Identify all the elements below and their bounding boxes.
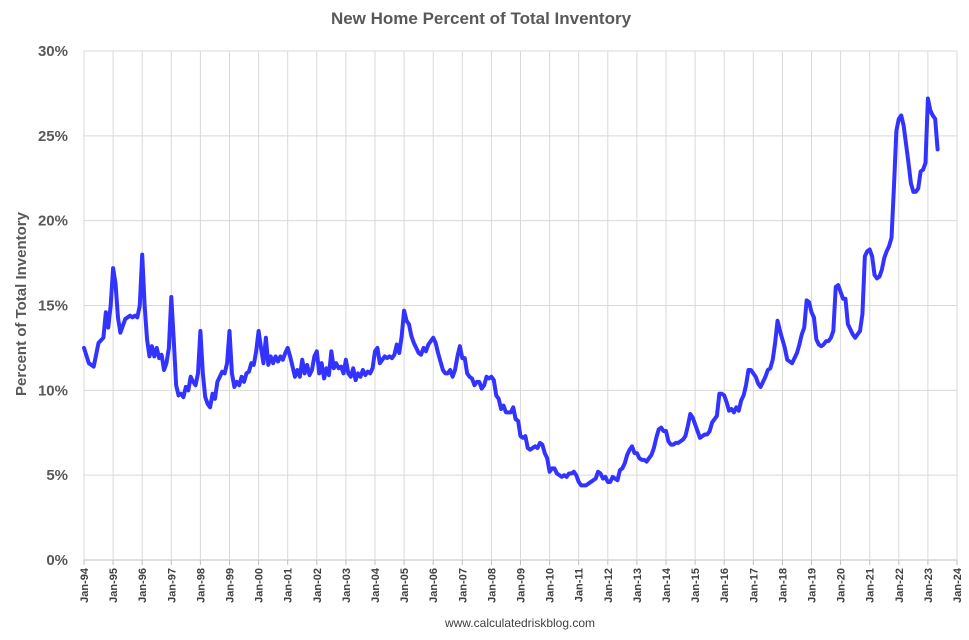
x-tick-label: Jan-12 — [603, 568, 615, 603]
x-tick-label: Jan-98 — [195, 568, 207, 603]
x-tick-label: Jan-18 — [777, 568, 789, 603]
x-tick-label: Jan-09 — [516, 568, 528, 603]
x-tick-label: Jan-06 — [428, 568, 440, 603]
y-tick-label: 20% — [38, 213, 68, 230]
y-tick-label: 0% — [46, 552, 68, 569]
chart-title: New Home Percent of Total Inventory — [331, 9, 632, 28]
x-tick-label: Jan-97 — [166, 568, 178, 603]
x-tick-label: Jan-10 — [545, 568, 557, 603]
y-tick-label: 30% — [38, 43, 68, 60]
y-axis-label: Percent of Total Inventory — [13, 211, 30, 396]
x-tick-label: Jan-22 — [894, 568, 906, 603]
y-tick-label: 15% — [38, 298, 68, 315]
x-tick-label: Jan-16 — [719, 568, 731, 603]
x-tick-label: Jan-03 — [341, 568, 353, 603]
y-tick-label: 25% — [38, 128, 68, 145]
x-tick-label: Jan-96 — [137, 568, 149, 603]
x-tick-label: Jan-07 — [457, 568, 469, 603]
x-tick-label: Jan-24 — [952, 567, 964, 603]
series-layer — [82, 96, 940, 488]
x-tick-label: Jan-05 — [399, 568, 411, 603]
x-tick-label: Jan-15 — [690, 568, 702, 603]
x-tick-label: Jan-17 — [748, 568, 760, 603]
x-tick-label: Jan-04 — [370, 567, 382, 603]
x-tick-label: Jan-19 — [807, 568, 819, 603]
x-tick-label: Jan-01 — [283, 568, 295, 603]
source-note: www.calculatedriskblog.com — [444, 616, 595, 630]
x-tick-label: Jan-13 — [632, 568, 644, 603]
x-tick-label: Jan-21 — [865, 568, 877, 603]
x-tick-label: Jan-95 — [108, 568, 120, 603]
series-line — [82, 96, 940, 488]
x-tick-label: Jan-20 — [836, 568, 848, 603]
x-tick-label: Jan-02 — [312, 568, 324, 603]
x-tick-label: Jan-99 — [225, 568, 237, 603]
x-tick-label: Jan-14 — [661, 567, 673, 603]
x-tick-label: Jan-00 — [254, 568, 266, 603]
y-tick-label: 10% — [38, 382, 68, 399]
y-tick-labels: 0% 5% 10% 15% 20% 25% 30% — [38, 43, 68, 569]
x-tick-label: Jan-94 — [79, 567, 91, 603]
x-tick-label: Jan-11 — [574, 568, 586, 602]
x-tick-label: Jan-23 — [923, 568, 935, 603]
x-tick-labels: Jan-94 Jan-95 Jan-96 Jan-97 Jan-98 Jan-99 Jan-… — [79, 567, 964, 603]
x-tick-label: Jan-08 — [486, 568, 498, 603]
y-tick-label: 5% — [46, 467, 68, 484]
gridlines — [83, 50, 958, 565]
